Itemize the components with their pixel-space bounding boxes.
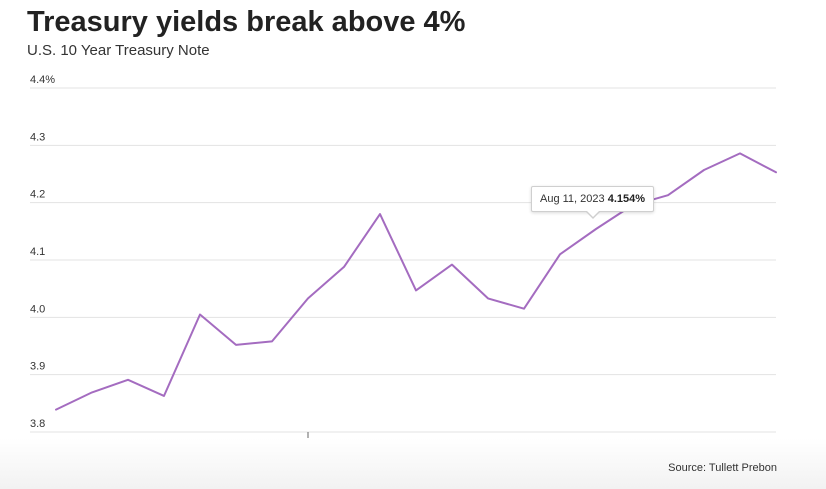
y-tick-label: 3.8 [30, 418, 45, 430]
data-tooltip: Aug 11, 2023 4.154% [531, 186, 655, 212]
tooltip-value: 4.154% [607, 193, 646, 205]
y-axis-tick-labels: 4.4% 4.3 4.2 4.1 4.0 3.9 3.8 [30, 74, 55, 430]
chart-title: Treasury yields break above 4% [27, 6, 466, 38]
y-tick-label: 4.2 [30, 189, 45, 201]
y-tick-label: 4.4% [30, 74, 55, 86]
series-line [55, 152, 777, 411]
y-tick-label: 4.0 [30, 303, 45, 315]
footer-band [0, 438, 826, 489]
y-tick-label: 3.9 [30, 361, 45, 373]
y-tick-label: 4.1 [30, 246, 45, 258]
gridlines [30, 87, 776, 433]
series-layer [55, 152, 777, 411]
tooltip-pointer [586, 211, 600, 219]
chart-subtitle: U.S. 10 Year Treasury Note [27, 42, 210, 59]
tooltip-date: Aug 11, 2023 [540, 193, 605, 205]
y-tick-label: 4.3 [30, 131, 45, 143]
source-note: Source: Tullett Prebon [668, 462, 777, 474]
